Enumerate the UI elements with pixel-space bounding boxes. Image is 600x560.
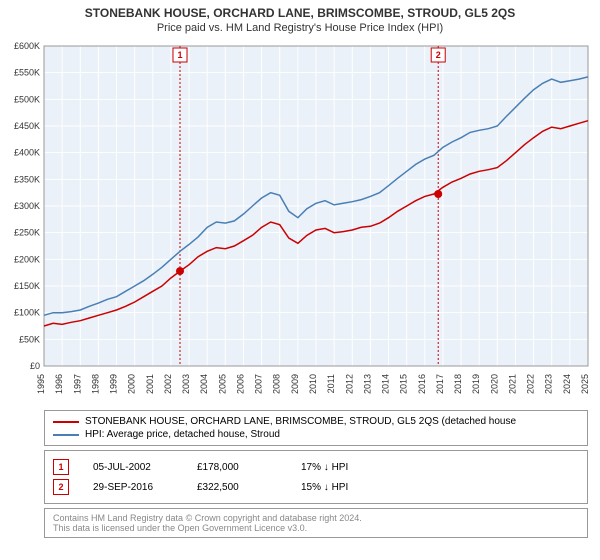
legend-box: STONEBANK HOUSE, ORCHARD LANE, BRIMSCOMB… [44, 410, 588, 446]
marker-badge: 2 [53, 479, 69, 495]
marker-row: 2 29-SEP-2016 £322,500 15% ↓ HPI [53, 477, 579, 497]
legend-item: STONEBANK HOUSE, ORCHARD LANE, BRIMSCOMB… [53, 415, 579, 428]
svg-text:2006: 2006 [235, 374, 245, 394]
chart-subtitle: Price paid vs. HM Land Registry's House … [0, 22, 600, 34]
svg-text:2012: 2012 [344, 374, 354, 394]
svg-text:2016: 2016 [417, 374, 427, 394]
svg-text:£400K: £400K [14, 148, 40, 158]
svg-text:2010: 2010 [308, 374, 318, 394]
svg-text:2000: 2000 [127, 374, 137, 394]
svg-text:1999: 1999 [109, 374, 119, 394]
svg-text:2014: 2014 [381, 374, 391, 394]
svg-text:2017: 2017 [435, 374, 445, 394]
legend-item: HPI: Average price, detached house, Stro… [53, 428, 579, 441]
svg-text:2002: 2002 [163, 374, 173, 394]
svg-text:2021: 2021 [507, 374, 517, 394]
chart-svg: £0 £50K £100K £150K £200K £250K £300K £350K £400… [0, 36, 600, 406]
svg-text:£100K: £100K [14, 308, 40, 318]
svg-text:£150K: £150K [14, 281, 40, 291]
svg-text:2023: 2023 [544, 374, 554, 394]
attribution-box: Contains HM Land Registry data © Crown c… [44, 508, 588, 538]
title-block: STONEBANK HOUSE, ORCHARD LANE, BRIMSCOMB… [0, 0, 600, 36]
svg-text:£600K: £600K [14, 41, 40, 51]
marker-price: £322,500 [197, 482, 277, 493]
marker-diff: 15% ↓ HPI [301, 482, 381, 493]
svg-text:£350K: £350K [14, 174, 40, 184]
svg-text:1996: 1996 [54, 374, 64, 394]
svg-text:2011: 2011 [326, 374, 336, 393]
marker-date: 05-JUL-2002 [93, 462, 173, 473]
svg-text:£550K: £550K [14, 68, 40, 78]
marker-table: 1 05-JUL-2002 £178,000 17% ↓ HPI 2 29-SE… [44, 450, 588, 504]
svg-text:£450K: £450K [14, 121, 40, 131]
legend-swatch [53, 421, 79, 423]
svg-text:2007: 2007 [254, 374, 264, 394]
marker-row: 1 05-JUL-2002 £178,000 17% ↓ HPI [53, 457, 579, 477]
svg-text:2015: 2015 [399, 374, 409, 394]
marker-badge: 1 [53, 459, 69, 475]
legend-label: HPI: Average price, detached house, Stro… [85, 429, 280, 440]
chart-title: STONEBANK HOUSE, ORCHARD LANE, BRIMSCOMB… [0, 6, 600, 20]
svg-text:£50K: £50K [19, 334, 40, 344]
svg-text:2001: 2001 [145, 374, 155, 394]
svg-text:2008: 2008 [272, 374, 282, 394]
svg-text:2020: 2020 [489, 374, 499, 394]
chart-container: { "title": "STONEBANK HOUSE, ORCHARD LAN… [0, 0, 600, 538]
marker-price: £178,000 [197, 462, 277, 473]
svg-text:2018: 2018 [453, 374, 463, 394]
svg-text:2009: 2009 [290, 374, 300, 394]
svg-text:2004: 2004 [199, 374, 209, 394]
svg-text:1995: 1995 [36, 374, 46, 394]
svg-text:2013: 2013 [362, 374, 372, 394]
svg-text:2: 2 [436, 50, 441, 60]
svg-text:£200K: £200K [14, 254, 40, 264]
svg-text:£300K: £300K [14, 201, 40, 211]
svg-text:1997: 1997 [72, 374, 82, 394]
marker-diff: 17% ↓ HPI [301, 462, 381, 473]
svg-text:2024: 2024 [562, 374, 572, 394]
svg-text:1: 1 [177, 50, 182, 60]
svg-text:2019: 2019 [471, 374, 481, 394]
attribution-line: Contains HM Land Registry data © Crown c… [53, 513, 579, 523]
svg-text:2025: 2025 [580, 374, 590, 394]
svg-text:2005: 2005 [217, 374, 227, 394]
legend-swatch [53, 434, 79, 436]
svg-text:£500K: £500K [14, 94, 40, 104]
svg-text:2022: 2022 [526, 374, 536, 394]
svg-text:£0: £0 [30, 361, 40, 371]
chart-area: £0 £50K £100K £150K £200K £250K £300K £350K £400… [0, 36, 600, 406]
svg-text:£250K: £250K [14, 228, 40, 238]
marker-date: 29-SEP-2016 [93, 482, 173, 493]
attribution-line: This data is licensed under the Open Gov… [53, 523, 579, 533]
svg-text:2003: 2003 [181, 374, 191, 394]
svg-text:1998: 1998 [90, 374, 100, 394]
legend-label: STONEBANK HOUSE, ORCHARD LANE, BRIMSCOMB… [85, 416, 516, 427]
